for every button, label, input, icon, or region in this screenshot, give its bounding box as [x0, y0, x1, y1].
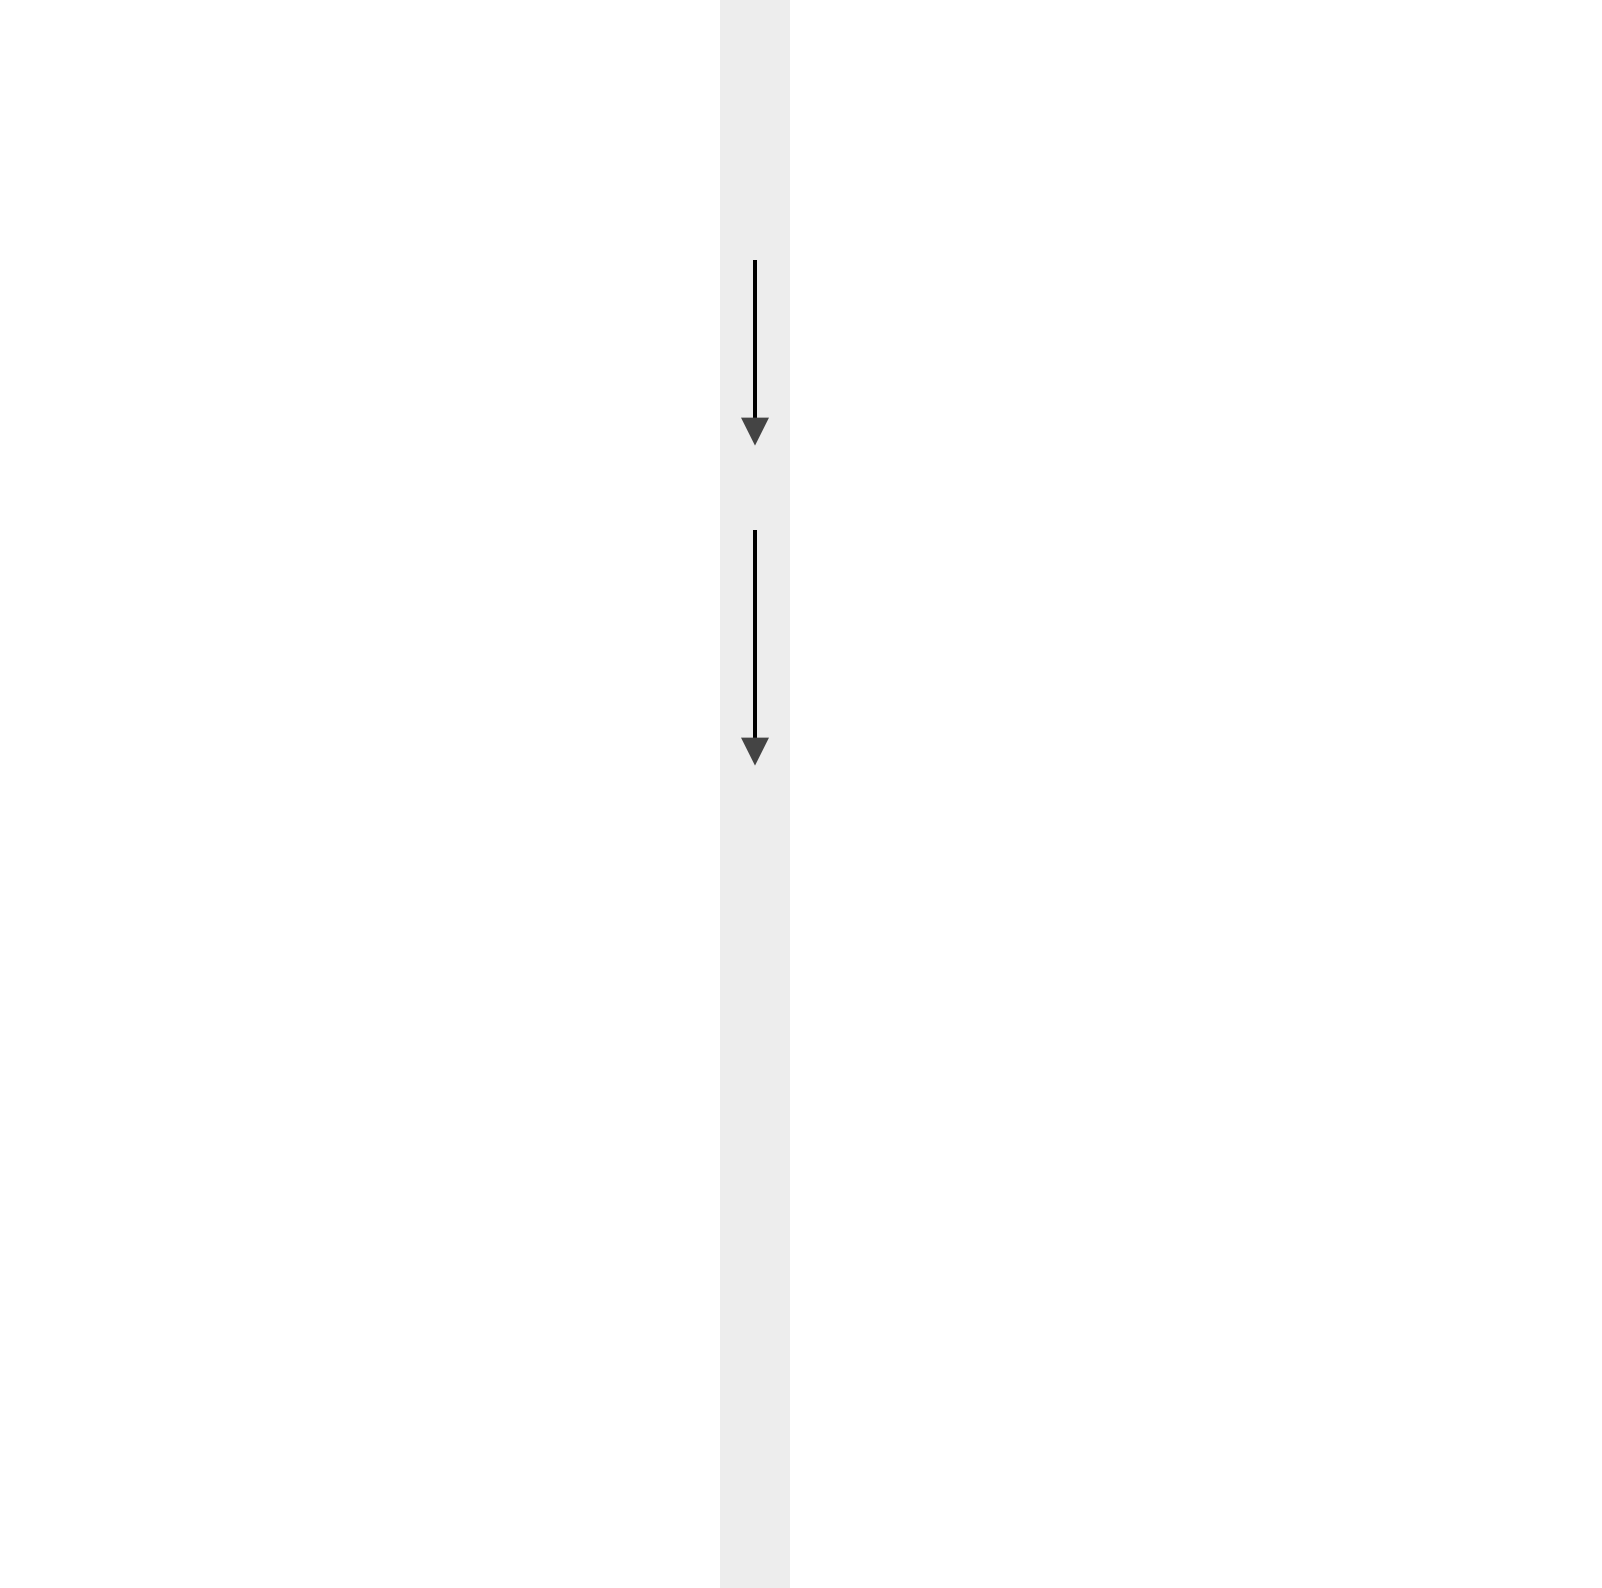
diagram-root: [0, 0, 1602, 1588]
divider: [720, 0, 790, 1588]
